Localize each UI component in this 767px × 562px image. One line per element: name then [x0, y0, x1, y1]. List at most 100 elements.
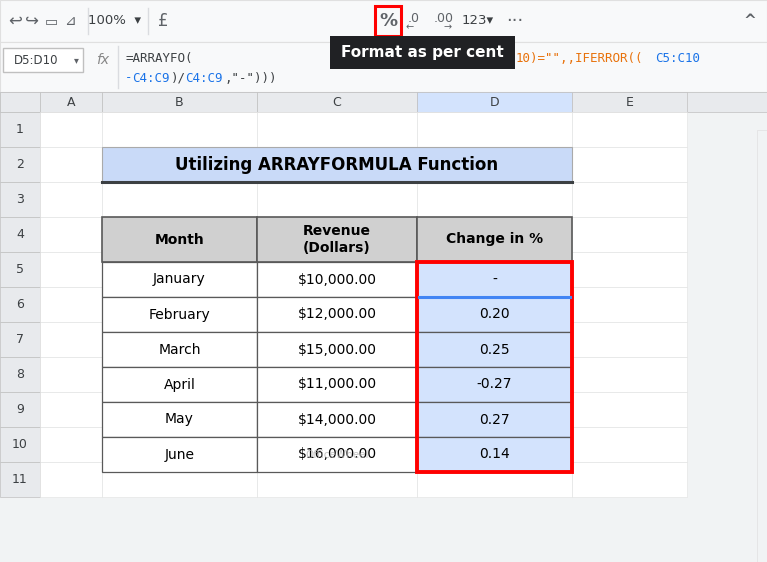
Bar: [257, 462, 417, 497]
Bar: [102, 92, 257, 112]
Text: 100%  ▾: 100% ▾: [88, 15, 141, 28]
Bar: [257, 112, 417, 147]
Bar: [257, 92, 417, 112]
Bar: [375, 6, 401, 36]
Bar: [572, 217, 687, 252]
Bar: [102, 392, 257, 427]
Text: $14,000.00: $14,000.00: [298, 413, 377, 427]
Bar: [417, 462, 572, 497]
Text: =ARRAYFO(: =ARRAYFO(: [125, 52, 193, 65]
Text: 0.14: 0.14: [479, 447, 510, 461]
Bar: [757, 130, 767, 562]
Bar: [0, 322, 40, 357]
Text: ↪: ↪: [25, 12, 39, 30]
Text: $11,000.00: $11,000.00: [298, 378, 377, 392]
Bar: [257, 402, 417, 437]
Text: $10,000.00: $10,000.00: [298, 273, 377, 287]
Text: C4:C9: C4:C9: [185, 71, 222, 84]
Bar: [417, 147, 572, 182]
Bar: [102, 437, 257, 472]
Bar: [102, 367, 257, 402]
Text: 5: 5: [16, 263, 24, 276]
Text: ↩: ↩: [8, 12, 22, 30]
Text: $15,000.00: $15,000.00: [298, 342, 377, 356]
Bar: [102, 252, 257, 287]
Bar: [417, 217, 572, 262]
Text: 10)="",,IFERROR((: 10)="",,IFERROR((: [516, 52, 644, 65]
Text: ▭: ▭: [44, 14, 58, 28]
Bar: [257, 262, 417, 297]
Text: 0.27: 0.27: [479, 413, 510, 427]
Text: C: C: [333, 96, 341, 108]
Text: -: -: [125, 71, 133, 84]
Bar: [257, 297, 417, 332]
Text: B: B: [175, 96, 184, 108]
Text: .00: .00: [434, 11, 454, 25]
Bar: [102, 322, 257, 357]
Bar: [102, 332, 257, 367]
Text: %: %: [379, 12, 397, 30]
Bar: [572, 462, 687, 497]
Bar: [417, 262, 572, 297]
Bar: [102, 357, 257, 392]
Bar: [417, 427, 572, 462]
Bar: [417, 217, 572, 252]
Text: ,"-"))): ,"-"))): [224, 71, 276, 84]
Bar: [0, 0, 767, 42]
Bar: [40, 252, 102, 287]
Bar: [572, 392, 687, 427]
Bar: [102, 112, 257, 147]
Bar: [257, 252, 417, 287]
Bar: [257, 147, 417, 182]
Text: ▾: ▾: [74, 55, 78, 65]
Text: February: February: [149, 307, 210, 321]
Text: 6: 6: [16, 298, 24, 311]
Text: C5:C10: C5:C10: [655, 52, 700, 65]
Bar: [40, 392, 102, 427]
Bar: [0, 42, 767, 92]
Text: 11: 11: [12, 473, 28, 486]
Bar: [417, 332, 572, 367]
Bar: [257, 427, 417, 462]
Bar: [102, 217, 257, 262]
Bar: [417, 322, 572, 357]
Bar: [102, 147, 257, 182]
Bar: [0, 427, 40, 462]
Text: Change in %: Change in %: [446, 233, 543, 247]
Bar: [572, 287, 687, 322]
Bar: [572, 112, 687, 147]
Text: E: E: [626, 96, 634, 108]
Bar: [40, 357, 102, 392]
Text: 7: 7: [16, 333, 24, 346]
Text: OfficeWheel: OfficeWheel: [305, 450, 369, 460]
Bar: [0, 217, 40, 252]
Text: $12,000.00: $12,000.00: [298, 307, 377, 321]
Bar: [257, 217, 417, 262]
Bar: [0, 147, 40, 182]
Text: 1: 1: [16, 123, 24, 136]
Text: Format as per cent: Format as per cent: [341, 45, 504, 60]
Bar: [0, 392, 40, 427]
Text: D5:D10: D5:D10: [14, 53, 58, 66]
Text: 3: 3: [16, 193, 24, 206]
Bar: [0, 182, 40, 217]
Bar: [40, 287, 102, 322]
Text: 0.20: 0.20: [479, 307, 510, 321]
Text: Utilizing ARRAYFORMULA Function: Utilizing ARRAYFORMULA Function: [176, 156, 499, 174]
Text: March: March: [158, 342, 201, 356]
Text: A: A: [67, 96, 75, 108]
Bar: [257, 392, 417, 427]
Bar: [0, 462, 40, 497]
Text: -: -: [492, 273, 497, 287]
Text: ←: ←: [406, 22, 414, 32]
Bar: [40, 92, 102, 112]
Bar: [257, 437, 417, 472]
Bar: [0, 112, 40, 147]
Bar: [40, 147, 102, 182]
Bar: [417, 182, 572, 217]
Bar: [0, 252, 40, 287]
Text: 8: 8: [16, 368, 24, 381]
Bar: [417, 252, 572, 287]
Text: 10: 10: [12, 438, 28, 451]
Bar: [572, 92, 687, 112]
